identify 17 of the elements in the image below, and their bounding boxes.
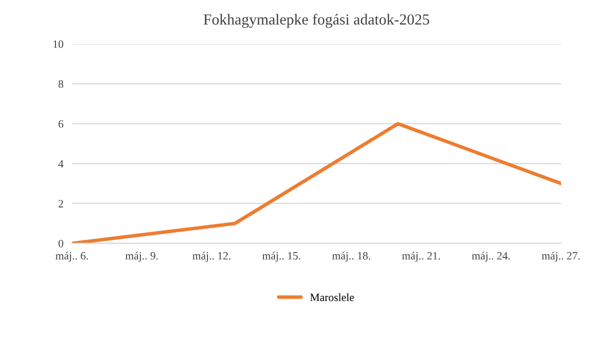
x-tick-label: máj.. 15. (262, 252, 300, 262)
y-tick-label: 0 (58, 240, 64, 248)
y-tick-label: 6 (58, 120, 64, 128)
x-tick-label: máj.. 18. (332, 252, 370, 262)
y-tick-label: 10 (54, 40, 64, 48)
x-tick-label: máj.. 21. (402, 252, 440, 262)
y-tick-label: 4 (58, 160, 64, 168)
x-tick-label: máj.. 12. (192, 252, 230, 262)
x-tick-label: máj.. 27. (542, 252, 580, 262)
y-tick-label: 2 (58, 200, 64, 208)
x-tick-label: máj.. 9. (125, 252, 158, 262)
x-tick-label: máj.. 6. (56, 252, 88, 262)
line-series (72, 122, 561, 244)
x-tick-label: máj.. 24. (472, 252, 510, 262)
legend-label: Maroslele (310, 293, 354, 302)
y-tick-label: 8 (58, 80, 64, 88)
chart-title: Fokhagymalepke fogási adatok-2025 (204, 14, 430, 28)
